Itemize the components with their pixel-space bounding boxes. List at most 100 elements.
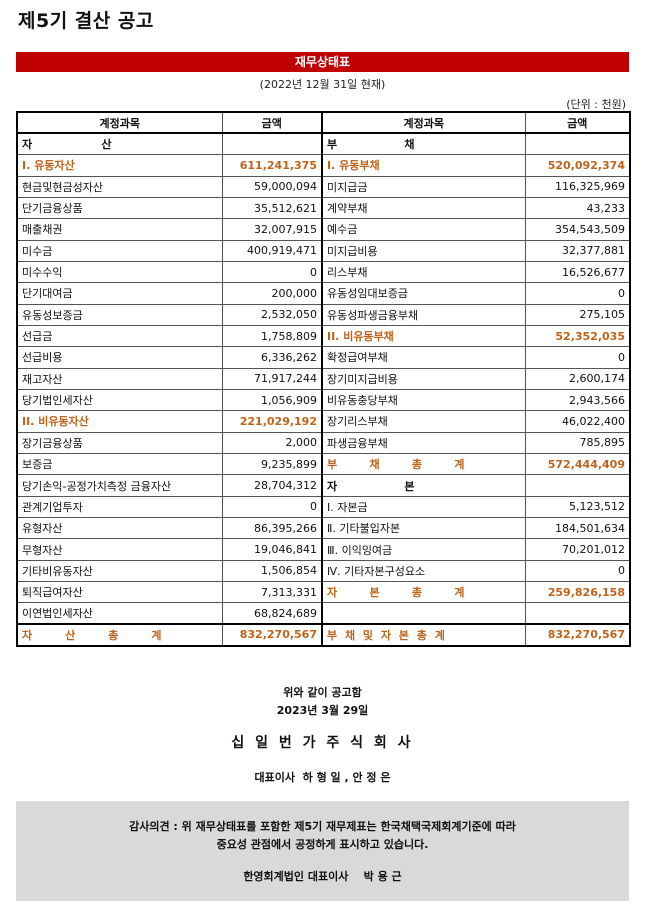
left-account-label: 재고자산	[16, 367, 223, 390]
page-title: 제5기 결산 공고	[18, 10, 154, 32]
left-account-label: 단기금융상품	[16, 196, 223, 220]
section-liabilities-char: 채	[404, 138, 415, 152]
left-account-label: 선급비용	[16, 346, 223, 369]
section-assets-char: 자	[22, 138, 33, 152]
table-row: 당기손익-공정가치측정 금융자산 28,704,312 자 본	[16, 474, 631, 497]
table-row: 관계기업투자 0 Ⅰ. 자본금 5,123,512	[16, 495, 631, 519]
left-account-label: 선급금	[16, 324, 223, 348]
right-account-label: 미지급비용	[321, 239, 526, 262]
right-account-label: Ⅰ. 자본금	[321, 495, 526, 519]
notice-text: 위와 같이 공고함	[283, 686, 362, 699]
audit-opinion-line2: 중요성 관점에서 공정하게 표시하고 있습니다.	[216, 838, 429, 851]
right-account-label: 리스부채	[321, 260, 526, 284]
left-account-amount: 611,241,375	[221, 154, 323, 177]
header-left-amount: 금액	[221, 111, 323, 135]
left-account-label: 미수금	[16, 239, 223, 262]
right-account-amount	[524, 474, 631, 497]
table-row: 유형자산 86,395,266 Ⅱ. 기타불입자본 184,501,634	[16, 517, 631, 540]
right-account-label-char: 부	[327, 458, 338, 472]
left-account-amount: 19,046,841	[221, 538, 323, 561]
left-account-label: 유동성보증금	[16, 303, 223, 326]
right-account-label: Ⅲ. 이익잉여금	[321, 538, 526, 561]
table-row: 선급비용 6,336,262 확정급여부채 0	[16, 346, 631, 369]
right-account-label-char: 자	[327, 586, 338, 600]
audit-opinion-line1: 감사의견 : 위 재무상태표를 포함한 제5기 재무제표는 한국채택국제회계기준…	[129, 820, 516, 833]
right-account-label: 미지급금	[321, 175, 526, 198]
table-row: 퇴직급여자산 7,313,331 자 본 총 계 259,826,158	[16, 581, 631, 604]
right-account-amount: 785,895	[524, 431, 631, 455]
left-account-amount: 0	[221, 495, 323, 519]
left-account-label: 매출채권	[16, 218, 223, 241]
left-account-label: 퇴직급여자산	[16, 581, 223, 604]
right-account-label: 확정급여부채	[321, 346, 526, 369]
right-account-amount: 2,600,174	[524, 367, 631, 390]
right-account-amount: 52,352,035	[524, 324, 631, 348]
left-account-amount: 59,000,094	[221, 175, 323, 198]
total-liab-equity-label: 부 채 및 자 본 총 계	[321, 623, 526, 647]
right-account-amount: 32,377,881	[524, 239, 631, 262]
company-name: 십 일 번 가 주 식 회 사	[231, 735, 414, 751]
left-account-amount: 1,506,854	[221, 559, 323, 583]
notice-block: 위와 같이 공고함 2023년 3월 29일	[16, 684, 629, 720]
table-row: 현금및현금성자산 59,000,094 미지급금 116,325,969	[16, 175, 631, 198]
total-assets-char: 산	[65, 628, 76, 642]
left-account-label: 현금및현금성자산	[16, 175, 223, 198]
audit-opinion-box: 감사의견 : 위 재무상태표를 포함한 제5기 재무제표는 한국채택국제회계기준…	[16, 801, 629, 901]
right-account-label: Ⅳ. 기타자본구성요소	[321, 559, 526, 583]
right-account-amount: 0	[524, 346, 631, 369]
right-account-label: 파생금융부채	[321, 431, 526, 455]
table-row: 단기금융상품 35,512,621 계약부채 43,233	[16, 196, 631, 220]
left-account-amount: 86,395,266	[221, 517, 323, 540]
header-right-amount: 금액	[524, 111, 631, 135]
left-account-label: 장기금융상품	[16, 431, 223, 455]
right-account-amount: 259,826,158	[524, 581, 631, 604]
right-account-label: 예수금	[321, 218, 526, 241]
unit-note: (단위 : 천원)	[566, 98, 626, 111]
total-assets-value: 832,270,567	[221, 623, 323, 647]
right-account-label: 유동성임대보증금	[321, 282, 526, 305]
section-row: 자 산 부 채	[16, 132, 631, 156]
right-account-amount: 0	[524, 282, 631, 305]
table-row: 당기법인세자산 1,056,909 비유동충당부채 2,943,566	[16, 388, 631, 412]
section-assets-amount	[221, 132, 323, 156]
left-account-amount: 32,007,915	[221, 218, 323, 241]
total-assets-label: 자 산 총 계	[16, 623, 223, 647]
right-account-label: II. 비유동부채	[321, 324, 526, 348]
right-account-amount: 572,444,409	[524, 452, 631, 476]
table-row: 장기금융상품 2,000 파생금융부채 785,895	[16, 431, 631, 455]
right-account-label: 유동성파생금융부채	[321, 303, 526, 326]
right-account-amount: 354,543,509	[524, 218, 631, 241]
table-row: 기타비유동자산 1,506,854 Ⅳ. 기타자본구성요소 0	[16, 559, 631, 583]
ceo-names: 대표이사 하 형 일 , 안 정 은	[254, 771, 391, 784]
right-account-label: I. 유동부채	[321, 154, 526, 177]
right-account-label: 장기미지급비용	[321, 367, 526, 390]
section-liabilities-amount	[524, 132, 631, 156]
left-account-amount: 35,512,621	[221, 196, 323, 220]
right-account-amount: 184,501,634	[524, 517, 631, 540]
right-account-label-char: 본	[404, 479, 415, 493]
left-account-amount: 2,000	[221, 431, 323, 455]
right-account-amount: 43,233	[524, 196, 631, 220]
table-header-row: 계정과목 금액 계정과목 금액	[16, 111, 631, 135]
left-account-amount: 6,336,262	[221, 346, 323, 369]
right-account-label-char: 계	[454, 586, 465, 600]
total-assets-char: 총	[108, 628, 119, 642]
right-account-label-char: 채	[369, 458, 380, 472]
left-account-label: 단기대여금	[16, 282, 223, 305]
left-account-amount: 28,704,312	[221, 474, 323, 497]
right-account-label: 장기리스부채	[321, 410, 526, 433]
right-account-label: 계약부채	[321, 196, 526, 220]
right-account-label-char: 총	[411, 586, 423, 600]
right-account-amount	[524, 602, 631, 625]
right-account-amount: 0	[524, 559, 631, 583]
right-account-label-char: 총	[411, 458, 423, 472]
left-account-label: I. 유동자산	[16, 154, 223, 177]
total-row: 자 산 총 계 832,270,567 부 채 및 자 본 총 계 832,27…	[16, 623, 631, 647]
statement-date: (2022년 12월 31일 현재)	[259, 78, 386, 91]
left-account-label: 당기법인세자산	[16, 388, 223, 412]
section-assets-label: 자 산	[16, 132, 223, 156]
table-row: 미수금 400,919,471 미지급비용 32,377,881	[16, 239, 631, 262]
left-account-label: 이연법인세자산	[16, 602, 223, 625]
left-account-amount: 71,917,244	[221, 367, 323, 390]
